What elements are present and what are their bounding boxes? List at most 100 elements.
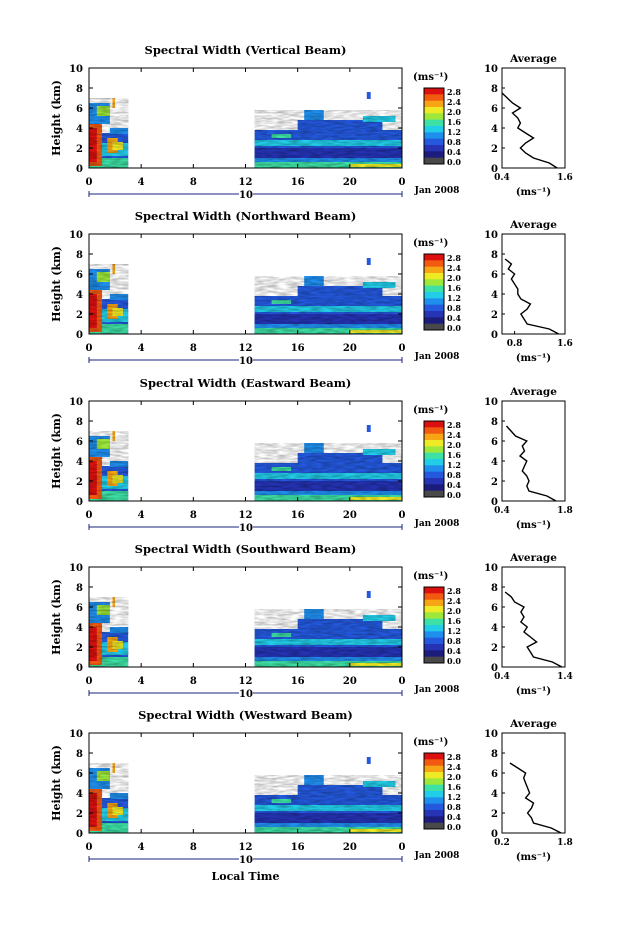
colorbar-swatch [424, 625, 444, 632]
y-axis-label: Height (km) [50, 579, 63, 655]
colorbar-tick-label: 0.0 [447, 656, 461, 666]
colorbar-swatch [424, 132, 444, 140]
avg-y-tick-label: 0 [491, 663, 498, 674]
x-tick-label: 8 [190, 842, 197, 853]
y-tick-label: 4 [76, 457, 83, 468]
heatmap-data [89, 757, 402, 833]
heatmap-cells [89, 92, 402, 168]
colorbar-tick-label: 0.0 [447, 490, 461, 500]
day-label: 10 [239, 855, 253, 866]
panel-4: Spectral Width (Southward Beam) 0 2 4 6 8 10 He… [50, 542, 573, 700]
colorbar-tick-label: 2.4 [447, 430, 461, 440]
heatmap-data [89, 591, 402, 667]
cell [366, 258, 371, 265]
colorbar-swatch [424, 452, 444, 460]
colorbar-tick-label: 0.4 [447, 646, 461, 656]
y-tick-label: 8 [76, 749, 83, 760]
colorbar-swatch [424, 273, 444, 280]
avg-y-tick-label: 8 [491, 417, 498, 428]
colorbar-tick-label: 1.2 [447, 293, 461, 303]
x-tick-label: 20 [343, 177, 357, 188]
x-tick-label: 4 [138, 510, 145, 521]
colorbar-frame [423, 87, 445, 165]
x-tick-label: 4 [138, 177, 145, 188]
colorbar-swatch [424, 490, 444, 498]
x-tick-label: 20 [343, 676, 357, 687]
x-tick-label: 0 [399, 177, 406, 188]
avg-x-label: (ms⁻¹) [516, 520, 551, 531]
panel-3: Spectral Width (Eastward Beam) 0 2 4 6 8 10 Hei… [50, 376, 573, 534]
cell [366, 92, 371, 99]
colorbar-swatch [424, 753, 444, 760]
x-tick-label: 16 [291, 510, 305, 521]
colorbar-tick-label: 2.0 [447, 606, 461, 616]
x-tick-label: 16 [291, 343, 305, 354]
x-axis-label: Local Time [212, 870, 280, 883]
colorbar-tick-label: 2.4 [447, 263, 461, 273]
average-frame [501, 566, 566, 668]
colorbar-swatch [424, 822, 444, 830]
x-tick-label: 16 [291, 177, 305, 188]
y-tick-label: 4 [76, 290, 83, 301]
avg-y-tick-label: 0 [491, 330, 498, 341]
colorbar-tick-label: 1.6 [447, 283, 461, 293]
colorbar-tick-label: 2.4 [447, 762, 461, 772]
y-tick-label: 0 [76, 829, 83, 840]
colorbar-swatch [424, 599, 444, 607]
colorbar-swatch [424, 433, 444, 441]
colorbar-tick-label: 0.8 [447, 470, 461, 480]
colorbar-swatch [424, 765, 444, 773]
avg-x-tick-label: 0.2 [494, 838, 510, 848]
y-tick-label: 10 [69, 230, 83, 241]
texture [254, 110, 402, 168]
average-profile-line [509, 762, 562, 834]
y-tick-label: 10 [69, 397, 83, 408]
avg-x-label: (ms⁻¹) [516, 187, 551, 198]
y-tick-label: 10 [69, 64, 83, 75]
colorbar-swatch [424, 618, 444, 626]
x-tick-label: 0 [399, 343, 406, 354]
day-label-bg [239, 354, 253, 365]
colorbar-unit: (ms⁻¹) [413, 405, 448, 416]
colorbar-tick-label: 2.8 [447, 87, 461, 97]
day-label: 10 [239, 523, 253, 534]
y-tick-label: 2 [76, 809, 83, 820]
colorbar-swatch [424, 593, 444, 601]
day-label: 10 [239, 190, 253, 201]
y-tick-label: 2 [76, 144, 83, 155]
average-panel: Average 0 2 4 6 8 10 0.4 1.8 (ms⁻¹) [484, 386, 573, 531]
average-title: Average [509, 718, 557, 730]
y-tick-label: 0 [76, 497, 83, 508]
average-panel: Average 0 2 4 6 8 10 0.4 1.4 (ms⁻¹) [484, 552, 573, 697]
average-profile-line [501, 92, 558, 169]
colorbar-tick-label: 0.4 [447, 313, 461, 323]
colorbar-tick-label: 1.6 [447, 450, 461, 460]
panel-title: Spectral Width (Eastward Beam) [140, 376, 352, 390]
avg-y-tick-label: 6 [491, 104, 498, 115]
colorbar-tick-label: 2.8 [447, 420, 461, 430]
x-tick-label: 12 [239, 842, 253, 853]
heatmap-data [89, 258, 402, 334]
colorbar-tick-label: 2.8 [447, 752, 461, 762]
colorbar-tick-label: 1.2 [447, 460, 461, 470]
colorbar-swatch [424, 151, 444, 159]
y-tick-label: 8 [76, 417, 83, 428]
colorbar-swatch [424, 279, 444, 287]
y-axis-label: Height (km) [50, 80, 63, 156]
y-tick-label: 6 [76, 603, 83, 614]
avg-x-label: (ms⁻¹) [516, 852, 551, 863]
colorbar-tick-label: 1.2 [447, 127, 461, 137]
x-tick-label: 0 [86, 676, 93, 687]
colorbar-tick-label: 2.8 [447, 586, 461, 596]
avg-y-tick-label: 6 [491, 437, 498, 448]
colorbar-tick-label: 2.0 [447, 273, 461, 283]
x-tick-label: 12 [239, 510, 253, 521]
colorbar-tick-label: 0.4 [447, 147, 461, 157]
day-label-bg [239, 853, 253, 864]
texture [89, 264, 129, 334]
colorbar-swatch [424, 138, 444, 146]
average-frame [501, 67, 566, 169]
average-profile-line [504, 258, 560, 335]
colorbar-swatch [424, 119, 444, 127]
colorbar-tick-label: 0.0 [447, 157, 461, 167]
